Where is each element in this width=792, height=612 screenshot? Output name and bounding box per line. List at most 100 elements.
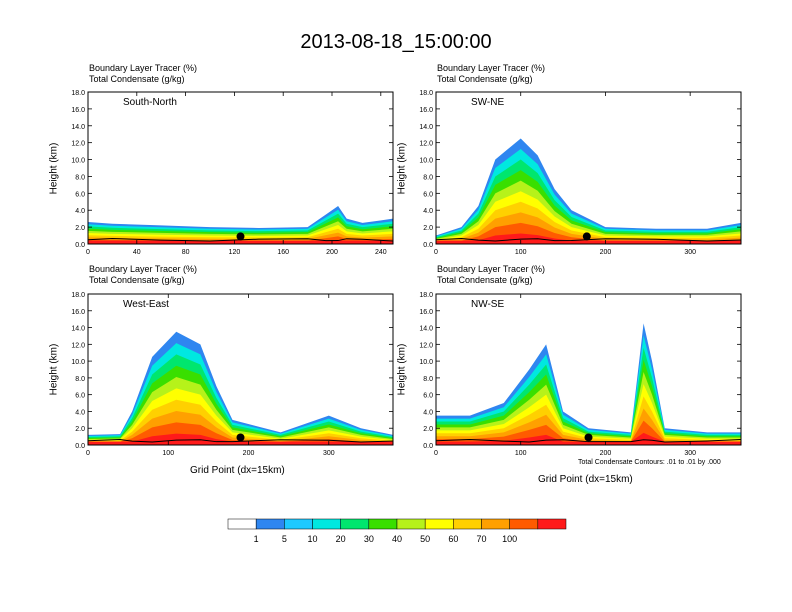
ytick-label: 14.0 <box>71 124 85 131</box>
ytick-label: 12.0 <box>71 342 85 349</box>
xtick-label: 0 <box>86 249 90 256</box>
xtick-label: 0 <box>434 249 438 256</box>
colorbar-swatch <box>284 518 313 530</box>
colorbar-swatch <box>396 518 426 530</box>
ytick-label: 16.0 <box>71 107 85 114</box>
ytick-label: 12.0 <box>419 141 433 148</box>
colorbar-label: 100 <box>502 534 517 544</box>
panel-frame <box>87 91 394 245</box>
ytick-label: 18.0 <box>419 292 433 299</box>
panel-4: NW-SE 0.0 2.0 4.0 6.0 8.0 10.0 12.0 14.0 16.0 18.0… <box>419 292 742 457</box>
terrain-line <box>88 238 393 242</box>
panel-title: SW-NE <box>471 97 504 108</box>
location-marker <box>236 232 245 241</box>
ytick-label: 6.0 <box>423 191 433 198</box>
xtick-label: 300 <box>684 450 696 457</box>
colorbar-label: 60 <box>448 534 458 544</box>
ytick-label: 8.0 <box>423 174 433 181</box>
colorbar-swatch <box>537 518 567 530</box>
ytick-label: 16.0 <box>419 309 433 316</box>
ytick-label: 8.0 <box>423 376 433 383</box>
xtick-label: 300 <box>684 249 696 256</box>
condensate-label: Total Condensate (g/kg) <box>437 74 533 84</box>
contour-note: Total Condensate Contours: .01 to .01 by… <box>578 459 721 466</box>
panel-2: SW-NE 0.0 2.0 4.0 6.0 8.0 10.0 12.0 14.0 16.0 18.0… <box>419 90 742 256</box>
colorbar-swatch <box>340 518 370 530</box>
ytick-label: 4.0 <box>423 409 433 416</box>
panel-title: NW-SE <box>471 299 504 310</box>
tracer-band-10 <box>88 240 393 244</box>
terrain-line <box>436 439 741 443</box>
colorbar-label: 5 <box>282 534 287 544</box>
ytick-label: 14.0 <box>71 326 85 333</box>
ytick-label: 2.0 <box>423 426 433 433</box>
location-marker <box>236 433 245 442</box>
xtick-label: 0 <box>86 450 90 457</box>
ytick-label: 18.0 <box>419 90 433 97</box>
panel4-field-labels: Boundary Layer Tracer (%) Total Condensa… <box>437 264 545 286</box>
tracer-label: Boundary Layer Tracer (%) <box>437 264 546 274</box>
ytick-label: 18.0 <box>71 292 85 299</box>
xtick-label: 160 <box>277 249 289 256</box>
panel3-field-labels: Boundary Layer Tracer (%) Total Condensa… <box>89 264 197 286</box>
tracer-band-9 <box>436 420 741 445</box>
xtick-label: 100 <box>515 450 527 457</box>
xtick-label: 200 <box>243 450 255 457</box>
panel1-field-labels: Boundary Layer Tracer (%) Total Condensa… <box>89 63 197 85</box>
ytick-label: 2.0 <box>423 225 433 232</box>
ytick-label: 2.0 <box>75 426 85 433</box>
xtick-label: 40 <box>133 249 141 256</box>
colorbar: 1 5 10 20 30 40 50 60 70 100 <box>227 518 567 544</box>
panel-3: West-East 0.0 2.0 4.0 6.0 8.0 10.0 12.0 14.0 16.0… <box>71 292 394 457</box>
xtick-label: 240 <box>375 249 387 256</box>
ytick-label: 10.0 <box>419 158 433 165</box>
panel4-xlabel: Grid Point (dx=15km) <box>538 474 633 485</box>
panel-title: West-East <box>123 299 169 310</box>
xtick-label: 120 <box>229 249 241 256</box>
panel3-xlabel: Grid Point (dx=15km) <box>190 465 285 476</box>
panel-title: South-North <box>123 97 177 108</box>
colorbar-label: 70 <box>476 534 486 544</box>
terrain-line <box>436 238 741 242</box>
xtick-label: 200 <box>600 249 612 256</box>
ytick-label: 4.0 <box>75 409 85 416</box>
ytick-label: 4.0 <box>423 208 433 215</box>
ytick-label: 6.0 <box>423 393 433 400</box>
xtick-label: 300 <box>323 450 335 457</box>
tracer-band-10 <box>436 233 741 244</box>
ytick-label: 8.0 <box>75 174 85 181</box>
ytick-label: 12.0 <box>71 141 85 148</box>
tracer-label: Boundary Layer Tracer (%) <box>89 264 198 274</box>
condensate-label: Total Condensate (g/kg) <box>89 74 185 84</box>
ytick-label: 14.0 <box>419 124 433 131</box>
colorbar-swatch <box>255 518 285 530</box>
colorbar-label: 50 <box>420 534 430 544</box>
colorbar-label: 10 <box>307 534 317 544</box>
colorbar-swatch <box>481 518 510 530</box>
ytick-label: 8.0 <box>75 376 85 383</box>
ytick-label: 16.0 <box>71 309 85 316</box>
ytick-label: 6.0 <box>75 191 85 198</box>
tracer-label: Boundary Layer Tracer (%) <box>89 63 198 73</box>
ytick-label: 0.0 <box>423 443 433 450</box>
panel-1: South-North 0.0 2.0 4.0 6.0 8.0 10.0 12.0 14.0 16… <box>71 90 394 256</box>
terrain-line <box>88 439 393 443</box>
location-marker <box>582 232 591 241</box>
panel-frame <box>87 293 394 446</box>
colorbar-label: 30 <box>364 534 374 544</box>
ytick-label: 18.0 <box>71 90 85 97</box>
ytick-label: 10.0 <box>419 359 433 366</box>
xtick-label: 80 <box>182 249 190 256</box>
colorbar-label: 1 <box>254 534 259 544</box>
ytick-label: 0.0 <box>75 443 85 450</box>
panel-frame <box>435 91 742 245</box>
ytick-label: 10.0 <box>71 158 85 165</box>
location-marker <box>584 433 593 442</box>
colorbar-swatch <box>509 518 539 530</box>
ytick-label: 16.0 <box>419 107 433 114</box>
ytick-label: 0.0 <box>75 242 85 249</box>
xtick-label: 200 <box>600 450 612 457</box>
ytick-label: 2.0 <box>75 225 85 232</box>
ytick-label: 12.0 <box>419 342 433 349</box>
